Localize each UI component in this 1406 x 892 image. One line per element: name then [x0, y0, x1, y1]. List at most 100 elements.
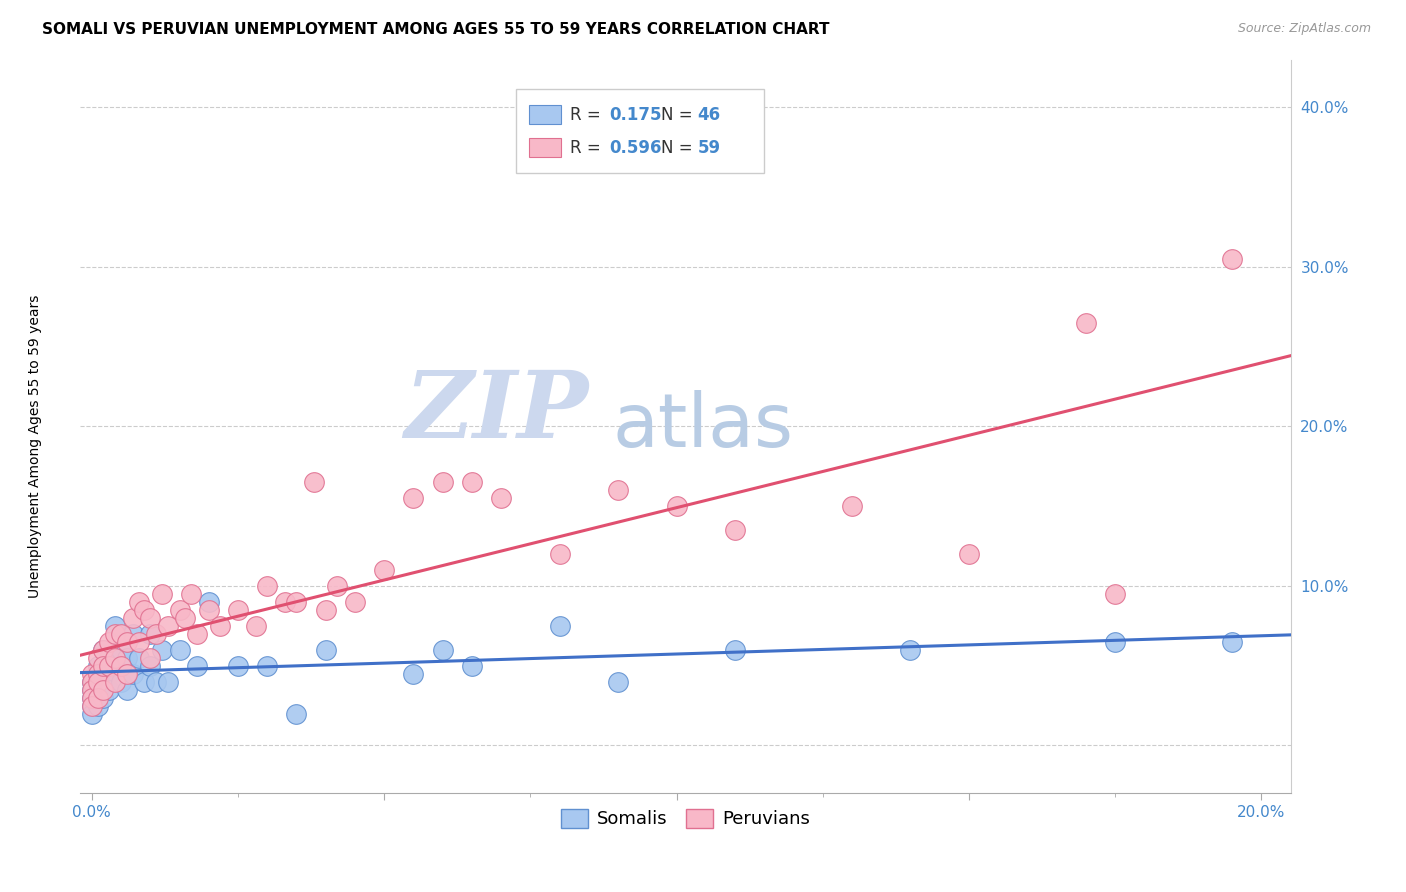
Point: [80, 666, 103, 681]
Point: [548, 547, 571, 561]
Point: [169, 603, 191, 617]
FancyBboxPatch shape: [529, 105, 561, 124]
Point: [432, 475, 454, 490]
Point: [80, 698, 103, 713]
Point: [274, 595, 297, 609]
Point: [461, 475, 484, 490]
Point: [1074, 316, 1097, 330]
Point: [607, 674, 630, 689]
Point: [209, 619, 232, 633]
Point: [128, 650, 150, 665]
Text: SOMALI VS PERUVIAN UNEMPLOYMENT AMONG AGES 55 TO 59 YEARS CORRELATION CHART: SOMALI VS PERUVIAN UNEMPLOYMENT AMONG AG…: [42, 22, 830, 37]
Point: [150, 587, 173, 601]
Point: [139, 627, 162, 641]
Point: [104, 650, 127, 665]
Point: [139, 650, 162, 665]
Point: [174, 611, 197, 625]
Point: [489, 491, 512, 506]
Point: [285, 706, 308, 721]
Point: [104, 627, 127, 641]
Point: [548, 619, 571, 633]
Point: [139, 658, 162, 673]
Point: [115, 666, 138, 681]
Point: [110, 642, 132, 657]
Point: [156, 619, 179, 633]
Point: [134, 674, 156, 689]
Point: [93, 642, 115, 657]
Text: R =: R =: [571, 138, 606, 157]
FancyBboxPatch shape: [529, 138, 561, 157]
Point: [93, 682, 115, 697]
Point: [121, 611, 143, 625]
Point: [98, 635, 121, 649]
Point: [226, 603, 249, 617]
FancyBboxPatch shape: [516, 89, 763, 173]
Text: ZIP: ZIP: [405, 367, 589, 457]
Point: [128, 595, 150, 609]
Point: [169, 642, 191, 657]
Point: [302, 475, 325, 490]
Point: [104, 650, 127, 665]
Text: N =: N =: [661, 138, 693, 157]
Point: [256, 658, 278, 673]
Point: [245, 619, 267, 633]
Point: [256, 579, 278, 593]
Point: [326, 579, 349, 593]
Point: [98, 666, 121, 681]
Point: [80, 690, 103, 705]
Point: [186, 627, 208, 641]
Point: [607, 483, 630, 498]
Point: [180, 587, 202, 601]
Point: [841, 500, 863, 514]
Point: [93, 658, 115, 673]
Point: [86, 666, 108, 681]
Point: [665, 500, 688, 514]
Point: [115, 635, 138, 649]
Point: [80, 682, 103, 697]
Point: [110, 658, 132, 673]
Point: [110, 627, 132, 641]
Point: [80, 674, 103, 689]
Point: [86, 690, 108, 705]
Point: [226, 658, 249, 673]
Text: Source: ZipAtlas.com: Source: ZipAtlas.com: [1237, 22, 1371, 36]
Point: [402, 666, 425, 681]
Point: [197, 603, 219, 617]
Point: [139, 611, 162, 625]
Point: [402, 491, 425, 506]
Point: [432, 642, 454, 657]
Point: [373, 563, 395, 577]
Point: [86, 674, 108, 689]
Point: [93, 642, 115, 657]
Point: [93, 666, 115, 681]
Point: [724, 642, 747, 657]
Point: [343, 595, 366, 609]
Text: 46: 46: [697, 105, 720, 124]
Point: [98, 650, 121, 665]
Point: [957, 547, 980, 561]
Point: [80, 674, 103, 689]
Point: [98, 682, 121, 697]
Point: [1220, 635, 1243, 649]
Point: [86, 698, 108, 713]
Text: R =: R =: [571, 105, 606, 124]
Text: 0.596: 0.596: [609, 138, 662, 157]
Point: [1104, 587, 1126, 601]
Point: [80, 706, 103, 721]
Point: [115, 682, 138, 697]
Point: [80, 690, 103, 705]
Point: [150, 642, 173, 657]
Point: [86, 650, 108, 665]
Point: [156, 674, 179, 689]
Point: [104, 619, 127, 633]
Point: [86, 682, 108, 697]
Point: [80, 698, 103, 713]
Point: [115, 650, 138, 665]
Point: [900, 642, 922, 657]
Point: [86, 658, 108, 673]
Legend: Somalis, Peruvians: Somalis, Peruvians: [554, 802, 817, 836]
Point: [145, 674, 167, 689]
Point: [134, 603, 156, 617]
Point: [121, 627, 143, 641]
Point: [93, 690, 115, 705]
